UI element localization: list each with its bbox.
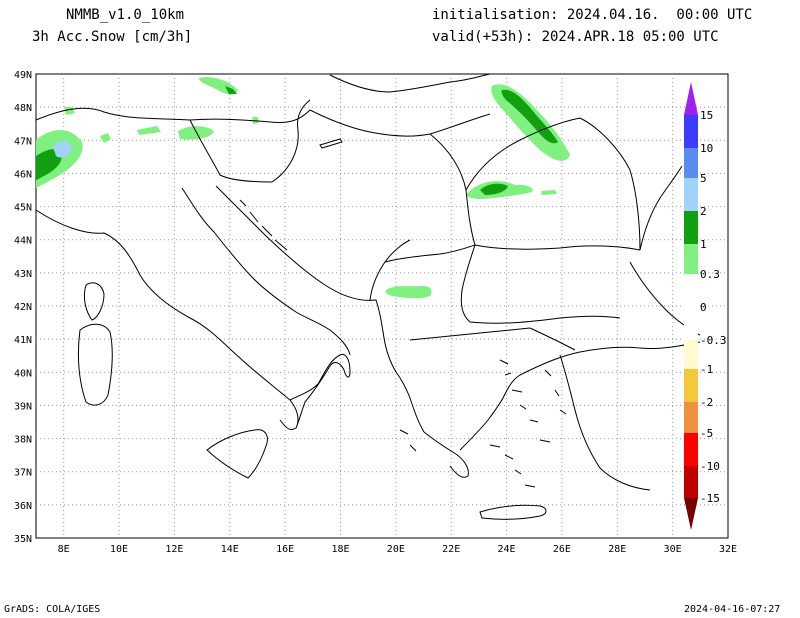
init-time: initialisation: 2024.04.16. 00:00 UTC	[432, 7, 753, 23]
y-tick-label: 39N	[14, 401, 32, 412]
colorbar-label: -15	[700, 492, 720, 505]
snow-carp-n-dark	[501, 89, 558, 144]
x-tick-label: 28E	[608, 544, 626, 555]
valid-time: valid(+53h): 2024.APR.18 05:00 UTC	[432, 29, 719, 45]
x-tick-label: 10E	[110, 544, 128, 555]
snow-tatra-dark	[225, 86, 237, 94]
colorbar-label: -10	[700, 460, 720, 473]
colorbar-label: -1	[700, 363, 713, 376]
colorbar-label: 0	[700, 301, 707, 314]
colorbar: 15 10 5 2 1 0.3 0 -0.3 -1 -2 -5 -10 -15	[684, 82, 727, 530]
snow-alps-west-peak	[53, 140, 72, 158]
colorbar-segment	[684, 178, 698, 211]
x-tick-label: 20E	[387, 544, 405, 555]
colorbar-segment	[684, 402, 698, 433]
graticule	[36, 74, 728, 538]
y-tick-label: 41N	[14, 335, 32, 346]
y-tick-label: 35N	[14, 534, 32, 545]
colorbar-segment	[684, 433, 698, 466]
colorbar-segment	[684, 211, 698, 244]
model-name: NMMB_v1.0_10km	[66, 7, 185, 23]
y-tick-label: 47N	[14, 136, 32, 147]
colorbar-label: 0.3	[700, 268, 720, 281]
colorbar-label: -2	[700, 396, 713, 409]
colorbar-top-arrow	[684, 82, 698, 115]
colorbar-label: 1	[700, 238, 707, 251]
colorbar-label: -5	[700, 427, 713, 440]
x-tick-label: 22E	[442, 544, 460, 555]
colorbar-label: 2	[700, 205, 707, 218]
x-tick-label: 14E	[221, 544, 239, 555]
y-tick-label: 49N	[14, 70, 32, 81]
snow-alps-spot2	[100, 133, 111, 143]
x-tick-label: 8E	[58, 544, 70, 555]
x-tick-label: 18E	[331, 544, 349, 555]
colorbar-segment	[684, 369, 698, 402]
x-tick-label: 24E	[498, 544, 516, 555]
y-tick-label: 48N	[14, 103, 32, 114]
y-tick-label: 46N	[14, 169, 32, 180]
plot-timestamp: 2024-04-16-07:27	[684, 604, 781, 615]
x-tick-label: 12E	[165, 544, 183, 555]
colorbar-segment	[684, 466, 698, 498]
colorbar-segment	[684, 244, 698, 274]
x-tick-label: 26E	[553, 544, 571, 555]
snow-shading	[36, 77, 570, 299]
snow-alps-central	[137, 126, 161, 135]
colorbar-segment	[684, 148, 698, 178]
colorbar-bottom-arrow	[684, 498, 698, 530]
snow-alps-west-dark	[36, 149, 62, 180]
snow-balkans	[385, 285, 432, 299]
colorbar-label: -0.3	[700, 334, 727, 347]
snow-alps-east	[178, 126, 214, 140]
y-axis-labels: 35N 36N 37N 38N 39N 40N 41N 42N 43N 44N 45N 46N 47N 4…	[14, 70, 32, 545]
field-name: 3h Acc.Snow [cm/3h]	[32, 29, 193, 45]
x-tick-label: 16E	[276, 544, 294, 555]
y-tick-label: 40N	[14, 368, 32, 379]
colorbar-segment	[684, 274, 698, 340]
y-tick-label: 36N	[14, 501, 32, 512]
snow-carp-s-dark	[480, 183, 508, 195]
colorbar-segment	[684, 115, 698, 148]
colorbar-label: 10	[700, 142, 713, 155]
colorbar-label: 15	[700, 109, 713, 122]
coastlines-borders	[35, 73, 701, 520]
x-axis-labels: 8E 10E 12E 14E 16E 18E 20E 22E 24E 26E 28E 30E 32E	[58, 544, 737, 555]
grads-credit: GrADS: COLA/IGES	[4, 604, 101, 615]
y-tick-label: 37N	[14, 468, 32, 479]
y-tick-label: 38N	[14, 435, 32, 446]
colorbar-segment	[684, 340, 698, 369]
y-tick-label: 44N	[14, 236, 32, 247]
y-tick-label: 45N	[14, 203, 32, 214]
snow-carp-s-dot	[541, 190, 557, 195]
y-tick-label: 42N	[14, 302, 32, 313]
x-tick-label: 30E	[664, 544, 682, 555]
y-tick-label: 43N	[14, 269, 32, 280]
colorbar-label: 5	[700, 172, 707, 185]
x-tick-label: 32E	[719, 544, 737, 555]
